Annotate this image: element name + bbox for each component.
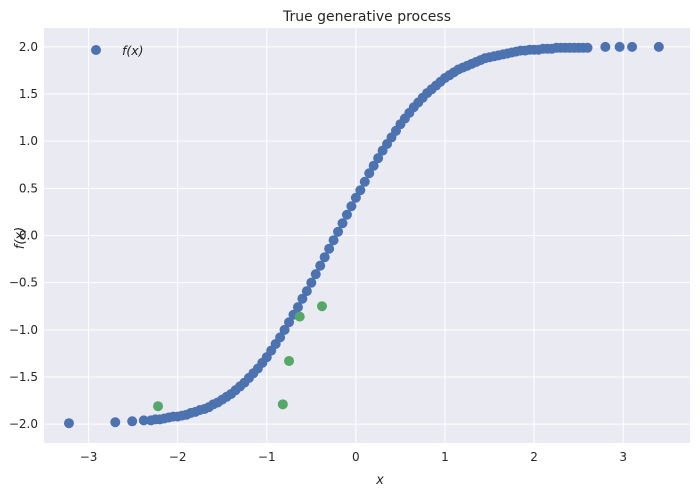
x-tick-label: −1	[258, 450, 276, 464]
legend-marker	[91, 45, 101, 55]
x-tick-label: 1	[441, 450, 449, 464]
curve-point	[582, 42, 593, 53]
y-tick-label: −0.5	[9, 276, 38, 290]
curve-point	[359, 176, 370, 187]
y-tick-label: 1.5	[19, 87, 38, 101]
y-tick-labels: −2.0 −1.5 −1.0 −0.5 0.0 0.5 1.0 1.5 2.0	[9, 40, 38, 431]
curve-point	[328, 235, 339, 246]
x-tick-label: −2	[169, 450, 187, 464]
y-tick-label: −1.0	[9, 323, 38, 337]
curve-point	[373, 153, 384, 164]
y-tick-label: 0.0	[19, 229, 38, 243]
curve-point	[341, 209, 352, 220]
curve-point	[63, 418, 74, 429]
sample-point	[277, 399, 288, 410]
curve-point	[127, 416, 138, 427]
y-tick-label: 2.0	[19, 40, 38, 54]
curve-point	[355, 185, 366, 196]
sample-point	[153, 401, 164, 412]
x-tick-label: −3	[80, 450, 98, 464]
curve-point	[306, 277, 317, 288]
curve-point	[333, 226, 344, 237]
y-tick-label: −1.5	[9, 370, 38, 384]
curve-point	[350, 192, 361, 203]
data-points	[63, 41, 664, 429]
curve-point	[138, 415, 149, 426]
curve-point	[110, 417, 121, 428]
curve-point	[600, 41, 611, 52]
curve-point	[319, 252, 330, 263]
curve-point	[346, 201, 357, 212]
legend: f(x)	[91, 43, 144, 58]
curve-point	[368, 160, 379, 171]
x-axis-label: x	[375, 473, 384, 488]
curve-point	[337, 218, 348, 229]
x-tick-labels: −3 −2 −1 0 1 2 3	[80, 450, 627, 464]
curve-point	[627, 41, 638, 52]
curve-point	[614, 41, 625, 52]
y-tick-label: 1.0	[19, 134, 38, 148]
curve-point	[364, 168, 375, 179]
curve-point	[292, 302, 303, 313]
curve-point	[297, 293, 308, 304]
sample-series	[153, 301, 328, 412]
curve-series	[63, 41, 664, 429]
curve-point	[284, 317, 295, 328]
legend-label: f(x)	[122, 43, 144, 58]
curve-point	[301, 286, 312, 297]
x-tick-label: 3	[619, 450, 627, 464]
curve-point	[324, 243, 335, 254]
sample-point	[294, 311, 305, 322]
curve-point	[275, 332, 286, 343]
y-tick-label: 0.5	[19, 181, 38, 195]
chart-title: True generative process	[282, 9, 451, 25]
y-axis-label: f(x)	[13, 227, 28, 249]
y-tick-label: −2.0	[9, 417, 38, 431]
x-tick-label: 0	[352, 450, 360, 464]
curve-point	[279, 324, 290, 335]
x-tick-label: 2	[530, 450, 538, 464]
sample-point	[284, 355, 295, 366]
curve-point	[653, 41, 664, 52]
curve-point	[310, 269, 321, 280]
sample-point	[317, 301, 328, 312]
curve-point	[315, 260, 326, 271]
